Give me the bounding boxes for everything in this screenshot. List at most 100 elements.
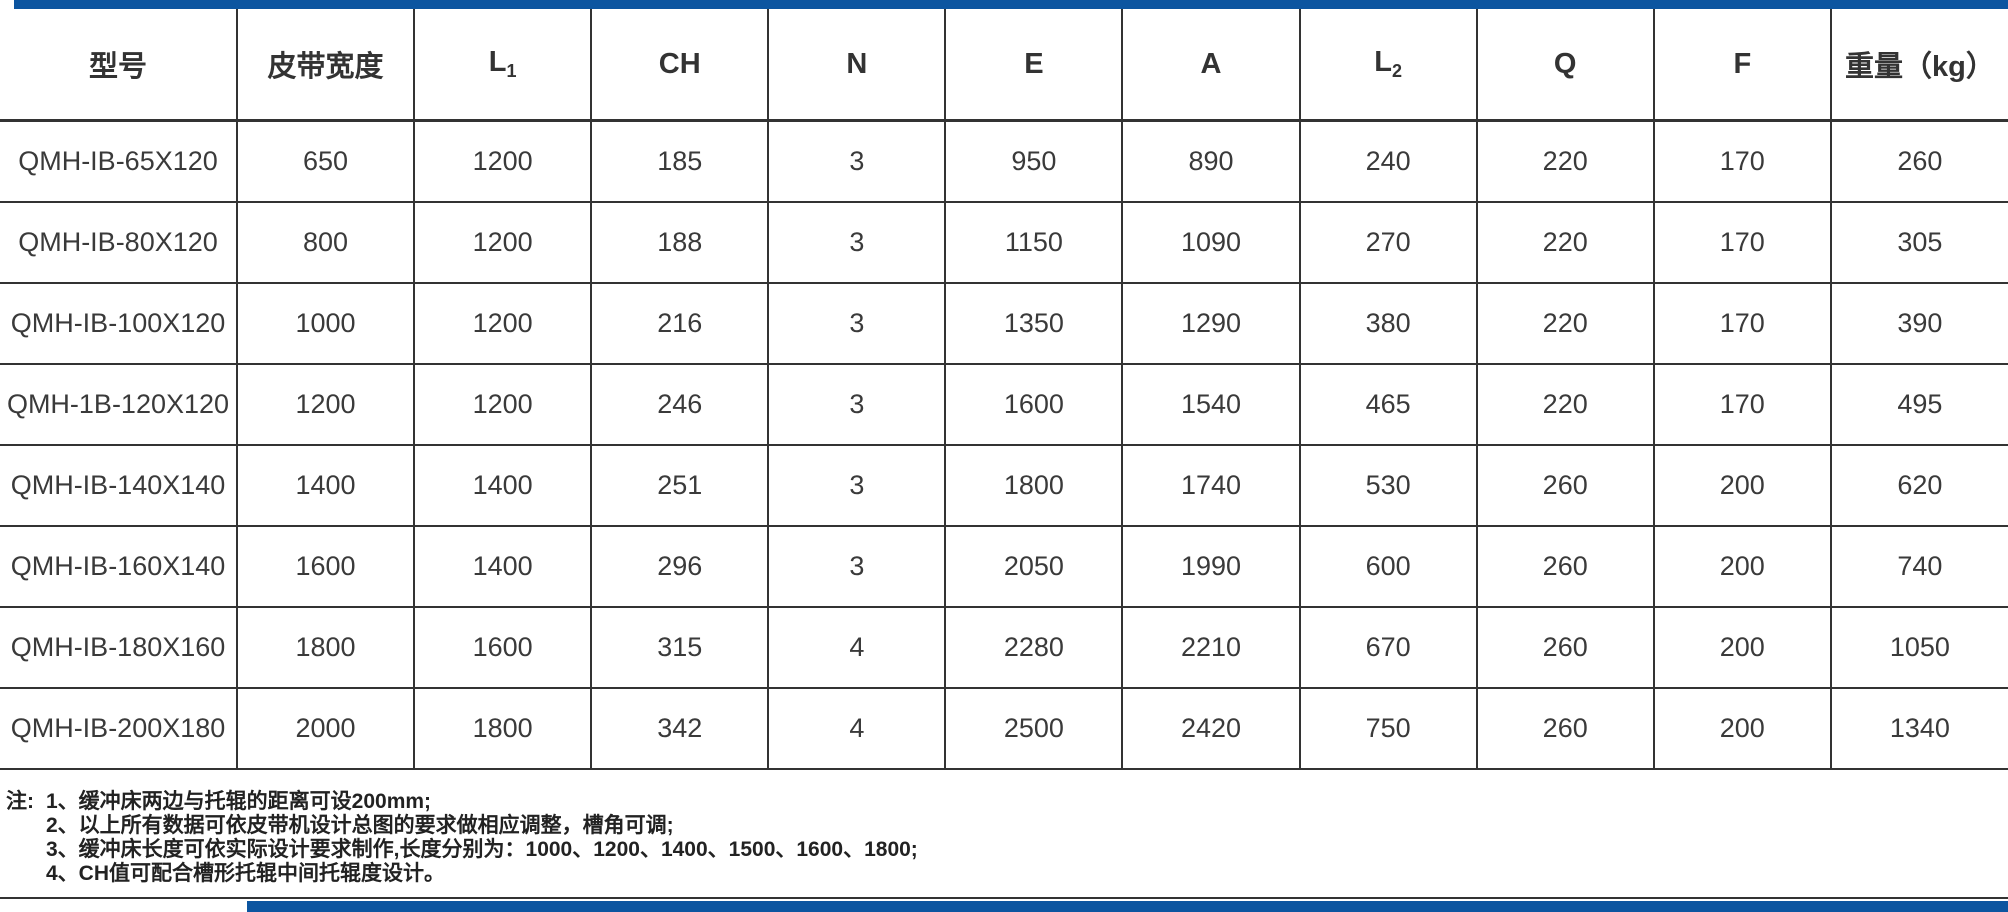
table-cell: 2420 <box>1121 687 1301 770</box>
column-header: N <box>767 9 947 122</box>
table-cell: 170 <box>1652 282 1832 365</box>
table-cell: QMH-IB-65X120 <box>0 119 238 203</box>
table-row: QMH-IB-100X120 1000 1200 216 3 1350 1290 380 220… <box>0 282 2008 365</box>
table-cell: 620 <box>1829 444 2008 527</box>
column-header: Q <box>1475 9 1655 122</box>
table-cell: 305 <box>1829 201 2008 284</box>
spec-table-body: QMH-IB-65X120 650 1200 185 3 950 890 240 220 170 2… <box>0 119 2008 770</box>
bottom-divider <box>0 897 2008 899</box>
table-cell: 1600 <box>944 363 1124 446</box>
table-cell: 1990 <box>1121 525 1301 608</box>
table-cell: 1350 <box>944 282 1124 365</box>
table-cell: 600 <box>1298 525 1478 608</box>
notes-prefix: 注: <box>6 790 34 813</box>
spec-table-header: 型号 皮带宽度 L1 CH N E A L2 Q F 重量（kg） <box>0 9 2008 122</box>
table-cell: 530 <box>1298 444 1478 527</box>
table-cell: 220 <box>1475 282 1655 365</box>
table-cell: 170 <box>1652 363 1832 446</box>
header-row: 型号 皮带宽度 L1 CH N E A L2 Q F 重量（kg） <box>0 9 2008 122</box>
column-header: A <box>1121 9 1301 122</box>
note-text: 3、缓冲床长度可依实际设计要求制作,长度分别为：1000、1200、1400、1… <box>46 838 918 861</box>
column-header: E <box>944 9 1124 122</box>
table-cell: 270 <box>1298 201 1478 284</box>
column-header: L1 <box>413 9 593 122</box>
table-cell: 200 <box>1652 687 1832 770</box>
table-cell: 495 <box>1829 363 2008 446</box>
table-cell: 650 <box>235 119 416 203</box>
table-cell: 170 <box>1652 201 1832 284</box>
table-cell: 1290 <box>1121 282 1301 365</box>
table-cell: 1740 <box>1121 444 1301 527</box>
table-cell: 465 <box>1298 363 1478 446</box>
table-cell: QMH-IB-80X120 <box>0 201 238 284</box>
note-text: 4、CH值可配合槽形托辊中间托辊度设计。 <box>46 862 446 885</box>
table-cell: 220 <box>1475 119 1655 203</box>
notes: 注: 1、缓冲床两边与托辊的距离可设200mm; 2、以上所有数据可依皮带机设计… <box>6 790 1998 886</box>
table-row: QMH-1B-120X120 1200 1200 246 3 1600 1540 465 220… <box>0 363 2008 446</box>
table-cell: 4 <box>767 687 947 770</box>
table-cell: 296 <box>590 525 770 608</box>
note-text: 2、以上所有数据可依皮带机设计总图的要求做相应调整，槽角可调; <box>46 814 674 837</box>
column-header: L2 <box>1298 9 1478 122</box>
spec-table: 型号 皮带宽度 L1 CH N E A L2 Q F 重量（kg） QMH-IB-65X120 650… <box>0 9 2008 770</box>
table-cell: 1340 <box>1829 687 2008 770</box>
table-cell: 1200 <box>413 363 593 446</box>
table-cell: 1150 <box>944 201 1124 284</box>
table-row: QMH-IB-80X120 800 1200 188 3 1150 1090 270 220 17… <box>0 201 2008 284</box>
table-cell: 1200 <box>413 201 593 284</box>
table-cell: 240 <box>1298 119 1478 203</box>
table-cell: QMH-IB-140X140 <box>0 444 238 527</box>
table-cell: 890 <box>1121 119 1301 203</box>
table-cell: 750 <box>1298 687 1478 770</box>
table-cell: 1400 <box>413 525 593 608</box>
table-cell: 1050 <box>1829 606 2008 689</box>
table-cell: QMH-IB-100X120 <box>0 282 238 365</box>
table-cell: QMH-1B-120X120 <box>0 363 238 446</box>
table-cell: 1200 <box>235 363 416 446</box>
table-cell: 800 <box>235 201 416 284</box>
table-cell: 2000 <box>235 687 416 770</box>
table-cell: 1400 <box>235 444 416 527</box>
table-cell: 1600 <box>235 525 416 608</box>
table-cell: 342 <box>590 687 770 770</box>
table-cell: QMH-IB-200X180 <box>0 687 238 770</box>
table-cell: 260 <box>1475 606 1655 689</box>
table-cell: 1540 <box>1121 363 1301 446</box>
table-cell: 251 <box>590 444 770 527</box>
table-cell: 260 <box>1829 119 2008 203</box>
table-cell: 315 <box>590 606 770 689</box>
table-cell: 1000 <box>235 282 416 365</box>
table-cell: 220 <box>1475 201 1655 284</box>
table-cell: QMH-IB-160X140 <box>0 525 238 608</box>
table-cell: 1090 <box>1121 201 1301 284</box>
column-header: 重量（kg） <box>1829 9 2008 122</box>
table-cell: 2500 <box>944 687 1124 770</box>
bottom-accent-bar <box>247 901 2008 912</box>
table-cell: 670 <box>1298 606 1478 689</box>
table-cell: 1200 <box>413 119 593 203</box>
table-cell: 3 <box>767 363 947 446</box>
top-accent-bar <box>14 0 2008 9</box>
note-line: 2、以上所有数据可依皮带机设计总图的要求做相应调整，槽角可调; <box>6 814 1998 838</box>
table-cell: 2280 <box>944 606 1124 689</box>
table-cell: 3 <box>767 282 947 365</box>
table-row: QMH-IB-180X160 1800 1600 315 4 2280 2210 670 260… <box>0 606 2008 689</box>
table-cell: 188 <box>590 201 770 284</box>
table-cell: 390 <box>1829 282 2008 365</box>
note-line: 3、缓冲床长度可依实际设计要求制作,长度分别为：1000、1200、1400、1… <box>6 838 1998 862</box>
table-cell: 170 <box>1652 119 1832 203</box>
table-row: QMH-IB-160X140 1600 1400 296 3 2050 1990 600 260… <box>0 525 2008 608</box>
table-cell: 1800 <box>235 606 416 689</box>
table-row: QMH-IB-65X120 650 1200 185 3 950 890 240 220 170 2… <box>0 119 2008 203</box>
note-line: 4、CH值可配合槽形托辊中间托辊度设计。 <box>6 862 1998 886</box>
note-text: 1、缓冲床两边与托辊的距离可设200mm; <box>46 790 432 813</box>
column-header: CH <box>590 9 770 122</box>
table-cell: 1800 <box>413 687 593 770</box>
table-cell: 740 <box>1829 525 2008 608</box>
table-cell: 4 <box>767 606 947 689</box>
note-line: 注: 1、缓冲床两边与托辊的距离可设200mm; <box>6 790 1998 814</box>
table-cell: 950 <box>944 119 1124 203</box>
table-cell: 246 <box>590 363 770 446</box>
table-cell: 260 <box>1475 525 1655 608</box>
table-cell: 200 <box>1652 525 1832 608</box>
